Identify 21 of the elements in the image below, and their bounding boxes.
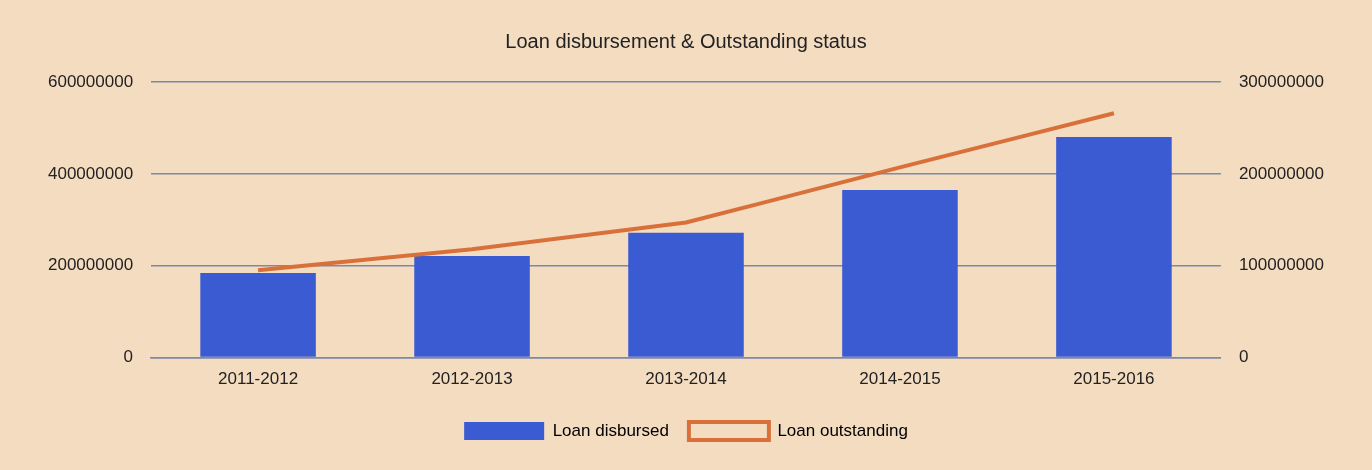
y-tick-label: 400000000	[48, 163, 134, 183]
legend-label: Loan outstanding	[777, 420, 908, 440]
y2-tick-label: 200000000	[1238, 163, 1324, 183]
bar	[628, 232, 744, 357]
chart-title: Loan disbursement & Outstanding status	[505, 29, 867, 52]
y2-tick-label: 0	[1238, 347, 1249, 367]
x-tick-label: 2014-2015	[859, 369, 941, 389]
x-tick-label: 2012-2013	[431, 369, 513, 389]
y-tick-label: 200000000	[48, 255, 134, 275]
bar	[200, 273, 316, 357]
bar	[842, 189, 958, 357]
x-tick-label: 2011-2012	[218, 369, 299, 389]
y-tick-label: 0	[123, 347, 134, 367]
y-tick-label: 600000000	[48, 71, 134, 91]
x-tick-label: 2015-2016	[1073, 369, 1155, 389]
bar	[414, 256, 530, 357]
y2-tick-label: 300000000	[1238, 71, 1324, 91]
legend-label: Loan disbursed	[552, 420, 669, 440]
bar	[1056, 137, 1172, 357]
y2-tick-label: 100000000	[1238, 255, 1324, 275]
x-tick-label: 2013-2014	[645, 369, 727, 389]
